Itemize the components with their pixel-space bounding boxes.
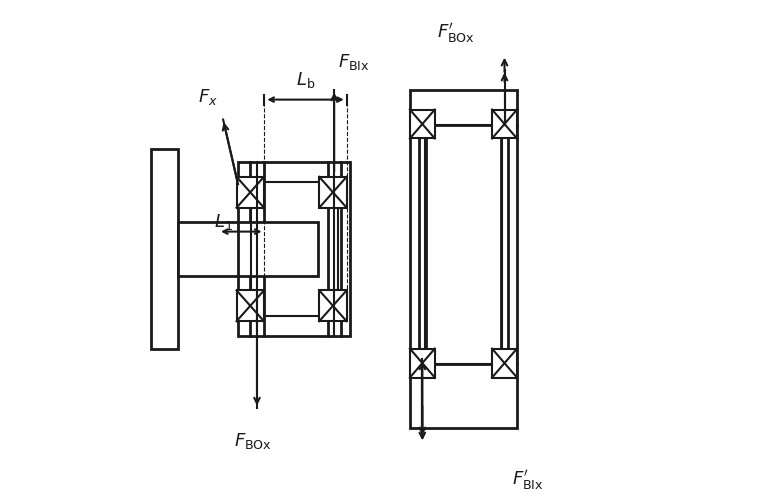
Bar (236, 177, 264, 208)
Bar (410, 349, 435, 378)
Bar (151, 149, 179, 349)
Bar (492, 349, 517, 378)
Bar (319, 290, 347, 321)
Text: $L_{\mathrm{b}}$: $L_{\mathrm{b}}$ (296, 70, 315, 90)
Bar (492, 110, 517, 138)
Bar (251, 182, 337, 316)
Bar (179, 222, 318, 276)
Bar (238, 162, 350, 336)
Text: $F_x$: $F_x$ (198, 87, 218, 107)
Bar (319, 177, 347, 208)
Bar (236, 290, 264, 321)
Text: $F_{\mathrm{BIx}}$: $F_{\mathrm{BIx}}$ (337, 52, 369, 72)
Bar (425, 125, 502, 364)
Text: $F_{\mathrm{BOx}}'$: $F_{\mathrm{BOx}}'$ (437, 21, 475, 45)
Text: $F_{\mathrm{BOx}}$: $F_{\mathrm{BOx}}$ (234, 431, 272, 451)
Text: $L_1$: $L_1$ (214, 212, 233, 232)
Text: $F_{\mathrm{BIx}}'$: $F_{\mathrm{BIx}}'$ (512, 468, 543, 492)
Bar (410, 110, 435, 138)
Bar (410, 90, 517, 428)
